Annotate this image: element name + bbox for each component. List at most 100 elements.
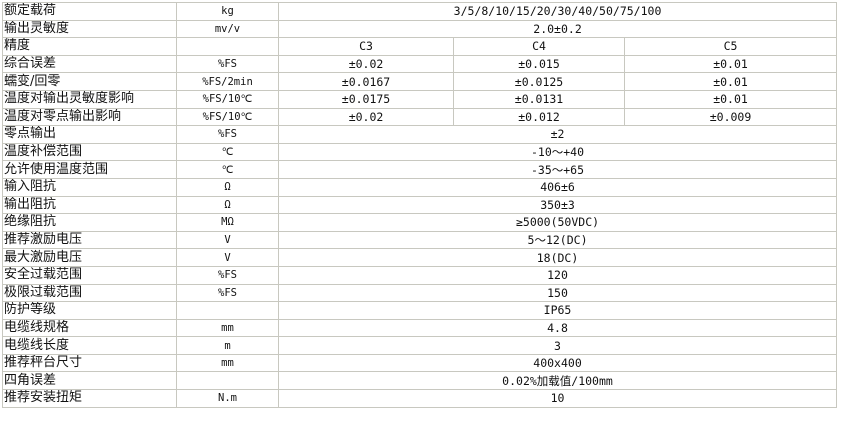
table-row: 温度补偿范围 ℃ -10～+40: [2, 142, 838, 162]
param-unit: Ω: [176, 195, 279, 215]
table-row: 输出阻抗 Ω 350±3: [2, 195, 838, 215]
param-value: C5: [623, 37, 838, 56]
param-unit: mm: [176, 318, 279, 338]
table-row: 温度对输出灵敏度影响 %FS/10℃ ±0.0175 ±0.0131 ±0.01: [2, 89, 838, 109]
param-name: 蠕变/回零: [2, 72, 177, 91]
param-unit: [176, 37, 279, 56]
param-unit: mm: [176, 353, 279, 373]
param-unit: Ω: [176, 177, 279, 197]
param-name: 极限过载范围: [2, 283, 177, 303]
param-value: C4: [453, 37, 625, 56]
table-row: 蠕变/回零 %FS/2min ±0.0167 ±0.0125 ±0.01: [2, 72, 838, 91]
param-name: 输出灵敏度: [2, 19, 177, 39]
param-value: -10～+40: [277, 142, 838, 162]
param-name: 输出阻抗: [2, 195, 177, 215]
param-name: 推荐秤台尺寸: [2, 353, 177, 373]
param-name: 额定载荷: [2, 2, 177, 21]
param-value: ±0.0131: [453, 89, 625, 109]
param-name: 四角误差: [2, 371, 177, 391]
param-unit: %FS/2min: [176, 72, 279, 91]
param-unit: %FS: [176, 125, 279, 144]
param-name: 电缆线规格: [2, 318, 177, 338]
param-unit: %FS: [176, 283, 279, 303]
param-value: 18(DC): [277, 248, 838, 267]
table-row: 输出灵敏度 mv/v 2.0±0.2: [2, 19, 838, 39]
param-value: ±0.0175: [278, 89, 454, 109]
param-value: ±0.0125: [453, 72, 625, 91]
param-unit: %FS: [176, 265, 279, 285]
param-value: 0.02%加载值/100mm: [277, 371, 838, 391]
table-row: 温度对零点输出影响 %FS/10℃ ±0.02 ±0.012 ±0.009: [2, 107, 838, 127]
table-row: 极限过载范围 %FS 150: [2, 283, 838, 303]
param-name: 绝缘阻抗: [2, 213, 177, 232]
table-row: 零点输出 %FS ±2: [2, 125, 838, 144]
table-row: 电缆线长度 m 3: [2, 336, 838, 355]
param-name: 综合误差: [2, 54, 177, 74]
param-unit: V: [176, 248, 279, 267]
param-value: ±0.01: [623, 89, 838, 109]
param-name: 推荐安装扭矩: [2, 389, 177, 408]
param-name: 最大激励电压: [2, 248, 177, 267]
param-value: 3/5/8/10/15/20/30/40/50/75/100: [277, 2, 838, 21]
table-row: 安全过载范围 %FS 120: [2, 265, 838, 285]
param-value: 406±6: [277, 177, 838, 197]
param-unit: %FS: [176, 54, 279, 74]
param-value: 350±3: [277, 195, 838, 215]
table-row: 允许使用温度范围 ℃ -35～+65: [2, 160, 838, 179]
param-value: 400x400: [277, 353, 838, 373]
param-unit: N.m: [176, 389, 279, 408]
param-value: ±0.012: [453, 107, 625, 127]
param-name: 温度对输出灵敏度影响: [2, 89, 177, 109]
param-value: 2.0±0.2: [277, 19, 838, 39]
param-name: 电缆线长度: [2, 336, 177, 355]
param-value: 150: [277, 283, 838, 303]
param-value: ±0.01: [623, 72, 838, 91]
param-name: 推荐激励电压: [2, 230, 177, 250]
param-unit: %FS/10℃: [176, 89, 279, 109]
param-value: -35～+65: [277, 160, 838, 179]
param-value: ±0.02: [278, 107, 454, 127]
table-row: 防护等级 IP65: [2, 301, 838, 320]
spec-table: 额定载荷 kg 3/5/8/10/15/20/30/40/50/75/100 输出灵敏…: [2, 2, 838, 408]
table-row: 绝缘阻抗 MΩ ≥5000(50VDC): [2, 213, 838, 232]
param-name: 输入阻抗: [2, 177, 177, 197]
param-value: 10: [277, 389, 838, 408]
param-value: IP65: [277, 301, 838, 320]
param-unit: V: [176, 230, 279, 250]
param-name: 防护等级: [2, 301, 177, 320]
table-row: 推荐秤台尺寸 mm 400x400: [2, 353, 838, 373]
param-unit: %FS/10℃: [176, 107, 279, 127]
param-value: ±0.009: [623, 107, 838, 127]
param-value: ±0.0167: [278, 72, 454, 91]
table-row: 推荐安装扭矩 N.m 10: [2, 389, 838, 408]
param-unit: mv/v: [176, 19, 279, 39]
param-value: 3: [277, 336, 838, 355]
param-value: ≥5000(50VDC): [277, 213, 838, 232]
param-unit: ℃: [176, 142, 279, 162]
param-unit: kg: [176, 2, 279, 21]
table-row: 电缆线规格 mm 4.8: [2, 318, 838, 338]
param-unit: [176, 371, 279, 391]
param-value: ±2: [277, 125, 838, 144]
table-row: 额定载荷 kg 3/5/8/10/15/20/30/40/50/75/100: [2, 2, 838, 21]
param-value: 5～12(DC): [277, 230, 838, 250]
table-row: 综合误差 %FS ±0.02 ±0.015 ±0.01: [2, 54, 838, 74]
param-value: C3: [278, 37, 454, 56]
table-row: 最大激励电压 V 18(DC): [2, 248, 838, 267]
param-unit: MΩ: [176, 213, 279, 232]
table-row: 输入阻抗 Ω 406±6: [2, 177, 838, 197]
param-name: 安全过载范围: [2, 265, 177, 285]
param-name: 精度: [2, 37, 177, 56]
param-unit: [176, 301, 279, 320]
param-value: 4.8: [277, 318, 838, 338]
param-value: ±0.02: [278, 54, 454, 74]
param-name: 温度对零点输出影响: [2, 107, 177, 127]
param-unit: m: [176, 336, 279, 355]
param-value: ±0.015: [453, 54, 625, 74]
param-name: 零点输出: [2, 125, 177, 144]
table-row: 四角误差 0.02%加载值/100mm: [2, 371, 838, 391]
param-value: ±0.01: [623, 54, 838, 74]
param-name: 允许使用温度范围: [2, 160, 177, 179]
table-row: 推荐激励电压 V 5～12(DC): [2, 230, 838, 250]
param-name: 温度补偿范围: [2, 142, 177, 162]
